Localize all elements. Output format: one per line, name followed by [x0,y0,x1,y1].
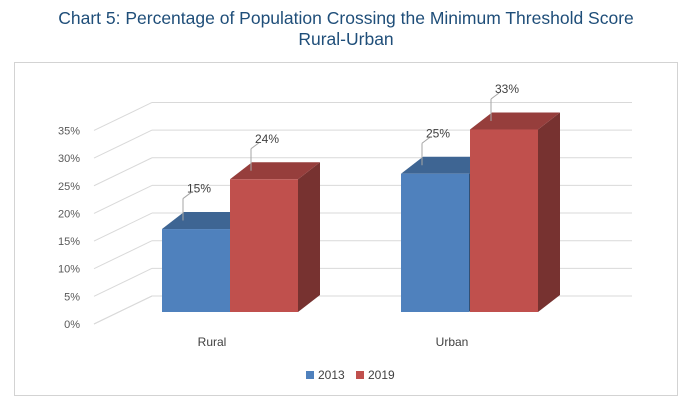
bar-front [162,229,230,312]
chart-frame [14,62,678,396]
gridline-side [93,129,153,159]
y-tick-label: 15% [58,236,80,248]
y-tick-label: 10% [58,264,80,276]
y-tick-label: 20% [58,208,80,220]
gridline-side [93,295,153,325]
legend-swatch [356,371,364,379]
bar-top [162,212,252,230]
bar-side [298,162,320,312]
data-labels: 15% 25% 24% 33% [182,82,519,221]
y-tick-label: 35% [58,125,80,137]
bar-2019-rural [230,162,320,312]
chart-subtitle: Rural-Urban [298,29,394,49]
x-axis-categories: Rural Urban [198,335,469,349]
bar-front [401,173,469,312]
data-label: 25% [426,126,450,140]
category-label: Urban [436,335,469,349]
gridline-side [93,157,153,187]
gridline-side [93,240,153,270]
bar-2019-urban [470,112,560,312]
y-axis-ticks: 0% 5% 10% 15% 20% 25% 30% 35% [58,125,80,331]
legend-swatch [306,371,314,379]
bar-top [230,162,320,180]
bars [162,112,560,312]
gridline-side [93,267,153,297]
y-tick-label: 0% [64,319,80,331]
leader-line [421,136,431,144]
bar-top [470,112,560,130]
bar-top [401,156,491,174]
gridline-side [93,184,153,214]
chart-title: Chart 5: Percentage of Population Crossi… [58,8,634,28]
leader-line [490,92,500,100]
legend: 2013 2019 [306,368,395,382]
gridline-side [93,101,153,131]
legend-label: 2019 [368,368,395,382]
category-label: Rural [198,335,227,349]
legend-label: 2013 [318,368,345,382]
data-label: 24% [255,132,279,146]
y-tick-label: 25% [58,181,80,193]
y-tick-label: 5% [64,291,80,303]
gridline-side [93,212,153,242]
data-label: 15% [187,182,211,196]
data-label: 33% [495,82,519,96]
leader-line [182,192,192,199]
bar-front [230,179,298,312]
bar-side [538,112,560,312]
bar-front [470,129,538,312]
y-tick-label: 30% [58,153,80,165]
leader-line [250,142,260,150]
